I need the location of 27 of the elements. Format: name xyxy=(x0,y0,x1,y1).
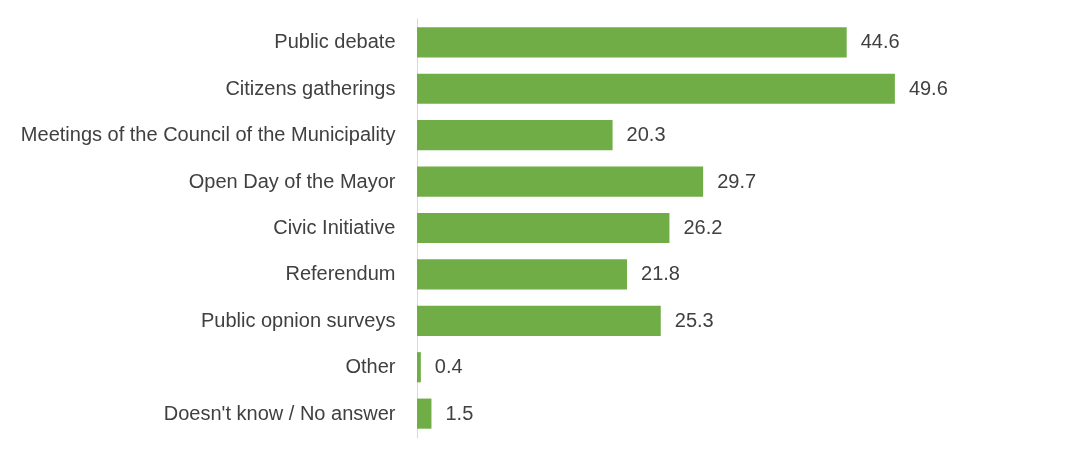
data-label: 1.5 xyxy=(445,401,474,424)
bar xyxy=(417,259,628,290)
data-label: 44.6 xyxy=(860,30,900,53)
bar xyxy=(417,27,847,58)
y-tick-label: Open Day of the Mayor xyxy=(188,169,396,192)
y-tick-label: Civic Initiative xyxy=(273,216,396,238)
y-tick-label: Public opnion surveys xyxy=(200,308,396,331)
data-label: 49.6 xyxy=(908,76,948,99)
y-tick-label: Other xyxy=(345,355,396,378)
y-tick-label: Citizens gatherings xyxy=(225,76,396,99)
data-label: 29.7 xyxy=(717,169,757,192)
bar xyxy=(417,305,661,336)
bar xyxy=(417,166,704,197)
bar xyxy=(417,73,895,104)
data-label: 26.2 xyxy=(683,216,723,238)
y-tick-label: Doesn't know / No answer xyxy=(163,401,396,424)
data-label: 21.8 xyxy=(641,262,680,285)
y-tick-label: Referendum xyxy=(285,262,396,285)
bar xyxy=(417,120,613,151)
bar xyxy=(417,212,670,244)
data-label: 20.3 xyxy=(626,123,666,146)
y-tick-label: Meetings of the Council of the Municipality xyxy=(20,123,396,146)
data-label: 25.3 xyxy=(674,308,714,331)
y-tick-label: Public debate xyxy=(274,30,396,53)
bar xyxy=(417,352,421,383)
bar xyxy=(417,398,432,429)
data-label: 0.4 xyxy=(434,355,463,378)
